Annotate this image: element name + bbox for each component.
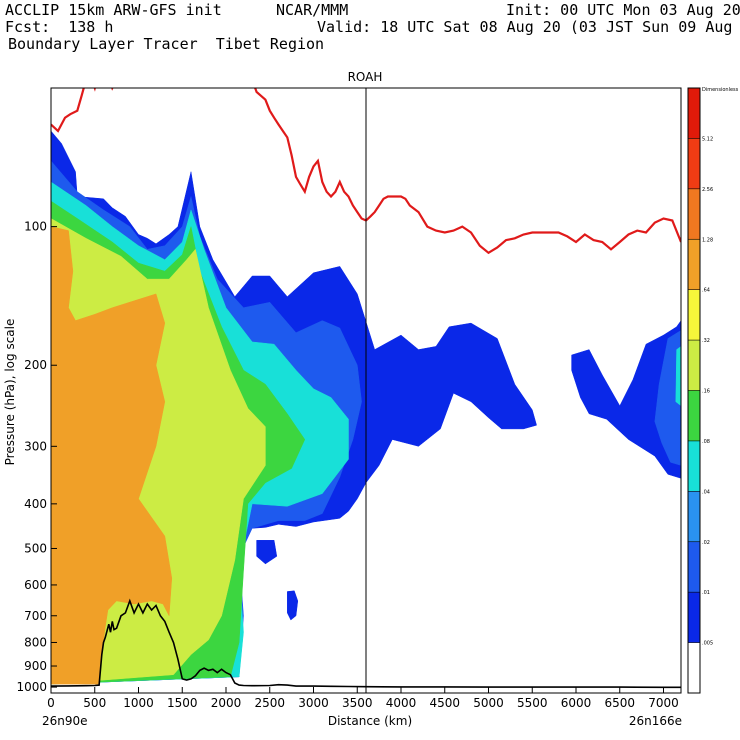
y-tick-label-200: 200 xyxy=(24,358,47,372)
x-tick-label-5000: 5000 xyxy=(473,696,504,710)
colorbar-swatch-6 xyxy=(688,340,700,391)
colorbar-label-10: 5.12 xyxy=(702,136,713,142)
x-tick-label-2500: 2500 xyxy=(254,696,285,710)
tracer-region-level-1-9 xyxy=(287,590,299,621)
colorbar-swatch-8 xyxy=(688,239,700,290)
header-line1-left: ACCLIP 15km ARW-GFS init xyxy=(5,1,222,19)
colorbar-label-3: .04 xyxy=(702,489,710,495)
colorbar-swatch-9 xyxy=(688,188,700,240)
x-tick-label-1000: 1000 xyxy=(123,696,154,710)
x-axis-ticks: 0 500 1000 1500 2000 2500 3000 3500 4000 4500 5000… xyxy=(47,687,679,710)
y-tick-label-600: 600 xyxy=(24,578,47,592)
y-tick-label-100: 100 xyxy=(24,220,47,234)
y-axis-label: Pressure (hPa), log scale xyxy=(3,319,17,466)
colorbar-swatch-11 xyxy=(688,88,700,139)
colorbar-label-0: .005 xyxy=(702,641,713,647)
tracer-region-level-4-8 xyxy=(675,346,681,407)
tracer-region-level-8-5 xyxy=(51,226,173,685)
y-tick-label-800: 800 xyxy=(24,635,47,649)
x-start-label: 26n90e xyxy=(42,714,88,728)
profile-lines xyxy=(51,88,681,689)
x-tick-label-3500: 3500 xyxy=(342,696,373,710)
x-tick-label-1500: 1500 xyxy=(167,696,198,710)
terrain-line xyxy=(51,598,681,689)
colorbar-label-9: 2.56 xyxy=(702,187,713,193)
y-tick-label-700: 700 xyxy=(24,609,47,623)
chart-title: ROAH xyxy=(348,70,383,84)
colorbar-swatch-5 xyxy=(688,390,700,441)
y-tick-label-400: 400 xyxy=(24,497,47,511)
x-tick-label-5500: 5500 xyxy=(517,696,548,710)
y-tick-label-1000: 1000 xyxy=(16,680,47,694)
header-line2-left: Fcst: 138 h xyxy=(5,18,114,36)
x-tick-label-4500: 4500 xyxy=(429,696,460,710)
x-tick-label-0: 0 xyxy=(47,696,55,710)
x-tick-label-2000: 2000 xyxy=(211,696,242,710)
colorbar-swatch-1 xyxy=(688,592,700,643)
colorbar-swatch-4 xyxy=(688,440,700,492)
x-tick-label-6000: 6000 xyxy=(561,696,592,710)
colorbar-swatch-0 xyxy=(688,642,700,693)
x-tick-label-500: 500 xyxy=(83,696,106,710)
colorbar-label-7: .64 xyxy=(702,288,710,294)
header-line3-left: Boundary Layer Tracer Tibet Region xyxy=(8,35,325,53)
tracer-fill-regions xyxy=(51,130,681,685)
y-tick-label-300: 300 xyxy=(24,439,47,453)
header-line2-right: Valid: 18 UTC Sat 08 Aug 20 (03 JST Sun … xyxy=(317,18,740,36)
colorbar-label-2: .02 xyxy=(702,540,710,546)
x-axis-label: Distance (km) xyxy=(328,714,412,728)
colorbar-label-5: .16 xyxy=(702,389,710,395)
y-tick-label-900: 900 xyxy=(24,659,47,673)
colorbar-label-6: .32 xyxy=(702,338,710,344)
tracer-region-level-1-10 xyxy=(256,540,278,565)
colorbar-swatch-3 xyxy=(688,491,700,542)
colorbar: .005 .01 .02 .04 .08 .16 .32 .64 1.28 2.56 5.12 Dim… xyxy=(687,87,739,694)
x-end-label: 26n166e xyxy=(629,714,682,728)
colorbar-label-1: .01 xyxy=(702,590,710,596)
colorbar-label-8: 1.28 xyxy=(702,237,713,243)
y-axis-ticks: 100 200 300 400 500 600 700 800 900 1000 xyxy=(16,220,57,694)
x-tick-label-7000: 7000 xyxy=(648,696,679,710)
tropopause-line xyxy=(51,88,681,255)
tracer-region-level-1-6 xyxy=(571,320,681,479)
plot-frame xyxy=(50,87,682,694)
y-tick-label-500: 500 xyxy=(24,541,47,555)
header-line1-center: NCAR/MMM xyxy=(276,1,349,19)
colorbar-swatch-10 xyxy=(688,138,700,189)
colorbar-label-4: .08 xyxy=(702,439,710,445)
colorbar-top-label: Dimensionless xyxy=(702,87,739,93)
x-tick-label-6500: 6500 xyxy=(604,696,635,710)
colorbar-swatch-7 xyxy=(688,289,700,341)
x-tick-label-4000: 4000 xyxy=(386,696,417,710)
colorbar-swatch-2 xyxy=(688,541,700,593)
header-line1-right: Init: 00 UTC Mon 03 Aug 20 xyxy=(506,1,740,19)
x-tick-label-3000: 3000 xyxy=(298,696,329,710)
tracer-region-level-2-7 xyxy=(654,330,681,466)
